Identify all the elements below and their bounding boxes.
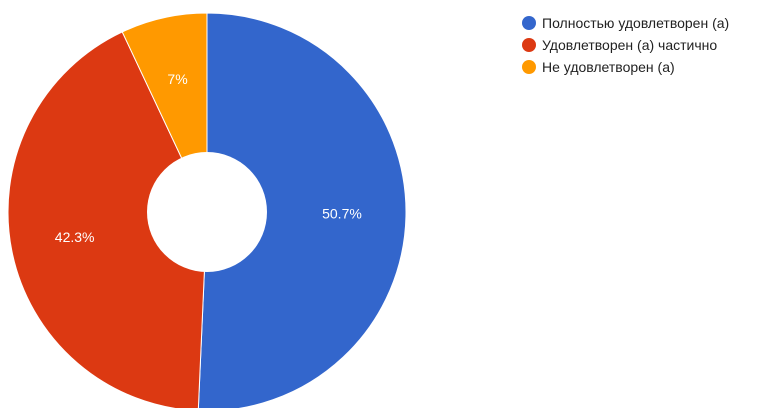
legend-label-fully-satisfied: Полностью удовлетворен (а) — [542, 15, 730, 31]
legend-item-not-satisfied[interactable]: Не удовлетворен (а) — [522, 56, 729, 78]
chart-slices — [7, 12, 407, 408]
donut-hole — [147, 152, 267, 272]
legend-label-not-satisfied: Не удовлетворен (а) — [542, 59, 675, 75]
legend-swatch-not-satisfied — [522, 60, 536, 74]
legend-label-partially-satisfied: Удовлетворен (а) частично — [542, 37, 718, 53]
slice-partially-satisfied[interactable] — [7, 31, 208, 408]
legend-item-fully-satisfied[interactable]: Полностью удовлетворен (а) — [522, 12, 729, 34]
legend-item-partially-satisfied[interactable]: Удовлетворен (а) частично — [522, 34, 729, 56]
slice-fully-satisfied[interactable] — [197, 12, 407, 408]
chart-legend: Полностью удовлетворен (а) Удовлетворен … — [522, 12, 729, 78]
slice-partially-satisfied-label: 42.3% — [55, 229, 95, 245]
slice-not-satisfied-label: 7% — [167, 71, 187, 87]
legend-swatch-partially-satisfied — [522, 38, 536, 52]
chart-slice-labels: 50.7% 42.3% 7% — [55, 71, 362, 245]
slice-fully-satisfied-label: 50.7% — [322, 206, 362, 222]
legend-swatch-fully-satisfied — [522, 16, 536, 30]
